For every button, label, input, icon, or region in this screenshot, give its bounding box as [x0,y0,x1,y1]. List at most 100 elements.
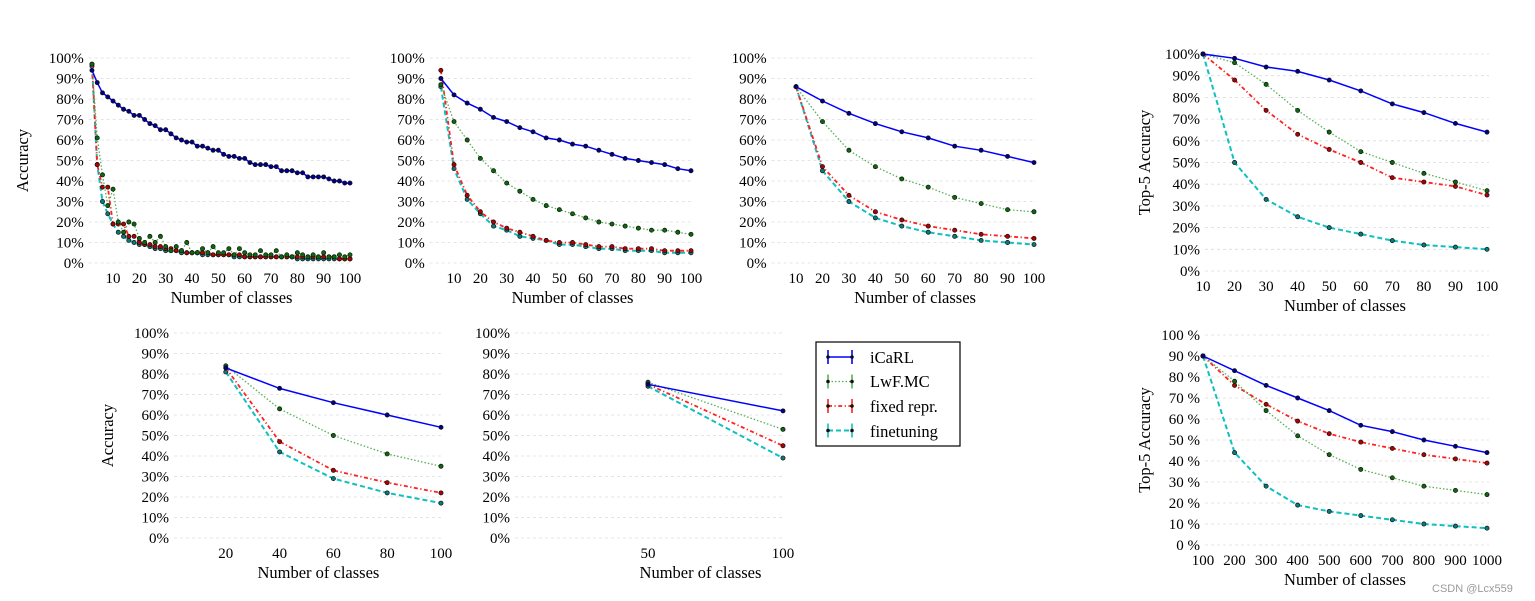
x-axis-label: Number of classes [171,288,293,307]
y-tick-label: 50% [483,429,511,445]
x-axis-label: Number of classes [257,563,379,582]
data-point [179,137,184,143]
x-tick-label: 50 [211,271,226,287]
data-point [464,137,470,143]
x-tick-label: 60 [1353,279,1368,295]
data-point [1005,207,1011,213]
x-tick-label: 40 [272,546,287,562]
data-point [451,119,457,125]
y-tick-label: 50% [739,154,767,170]
data-point [236,155,242,161]
data-point [1263,408,1269,414]
data-point [273,254,279,260]
watermark: CSDN @Lcx559 [1432,583,1513,595]
data-point [289,254,295,260]
data-point [1263,107,1269,113]
data-point [330,400,336,406]
data-point [247,160,253,165]
data-point [305,174,311,180]
y-tick-label: 40% [483,449,511,465]
data-point [273,248,279,254]
data-point [294,250,300,256]
x-tick-label: 40 [868,271,883,287]
data-point [820,119,825,125]
data-point [438,463,444,469]
data-point [115,229,121,235]
series-line-fixed-repr- [795,86,1035,240]
data-point [925,223,931,229]
data-point [491,219,496,225]
data-point [438,490,444,496]
y-tick-label: 20% [142,490,170,506]
data-point [184,139,190,145]
data-point [247,252,253,258]
data-point [330,476,336,481]
y-tick-label: 80% [1173,90,1201,106]
y-tick-label: 50% [397,154,425,170]
data-point [688,231,694,237]
data-point [1031,209,1037,215]
y-tick-label: 80 % [1169,370,1200,386]
data-point [1452,443,1458,449]
data-point [1295,418,1301,424]
data-point [263,252,269,258]
y-tick-label: 0% [490,531,510,547]
data-point [556,240,562,245]
data-point [622,223,628,229]
data-point [1421,437,1427,443]
x-axis-label: Number of classes [1284,570,1406,589]
y-axis-label: Accuracy [98,403,117,467]
y-tick-label: 30% [56,195,84,211]
data-point [173,248,179,254]
y-tick-label: 70 % [1169,391,1200,407]
y-tick-label: 70% [739,113,767,129]
x-tick-label: 90 [1000,271,1015,287]
data-point [1031,242,1037,247]
data-point [305,254,311,260]
x-tick-label: 10 [106,271,121,287]
data-point [846,192,852,198]
data-point [277,385,283,391]
data-point [331,254,337,260]
data-point [337,178,342,184]
data-point [226,252,232,258]
x-axis-label: Number of classes [512,288,634,307]
x-axis-label: Number of classes [640,563,762,582]
data-point [126,237,132,243]
y-tick-label: 40% [1173,177,1201,193]
data-point [899,129,905,135]
data-point [310,252,316,258]
legend-sample-4 [826,423,854,438]
data-point [157,233,163,239]
data-point [284,168,290,174]
data-point [310,174,316,180]
x-tick-label: 400 [1286,553,1309,569]
data-point [168,131,174,137]
data-point [1452,456,1458,462]
x-tick-label: 40 [1290,279,1305,295]
data-point [438,67,444,73]
data-point [635,158,641,163]
data-point [1263,64,1269,70]
x-tick-label: 10 [447,271,462,287]
data-point [675,229,681,235]
y-tick-label: 70% [56,113,84,129]
data-point [1232,55,1238,61]
data-point [1421,170,1427,176]
y-tick-label: 80% [397,92,425,108]
data-point [1358,422,1364,428]
data-point [438,82,444,88]
series-line-finetuning [1202,355,1488,530]
y-tick-label: 90 % [1169,349,1200,365]
data-point [279,254,284,260]
data-point [1326,225,1332,231]
data-point [1295,502,1301,508]
data-point [142,240,148,245]
x-tick-label: 70 [605,271,620,287]
data-point [126,233,132,239]
data-point [978,201,984,206]
y-tick-label: 90% [397,72,425,88]
data-point [1484,450,1490,456]
y-tick-label: 40% [397,174,425,190]
data-point [1389,517,1395,523]
